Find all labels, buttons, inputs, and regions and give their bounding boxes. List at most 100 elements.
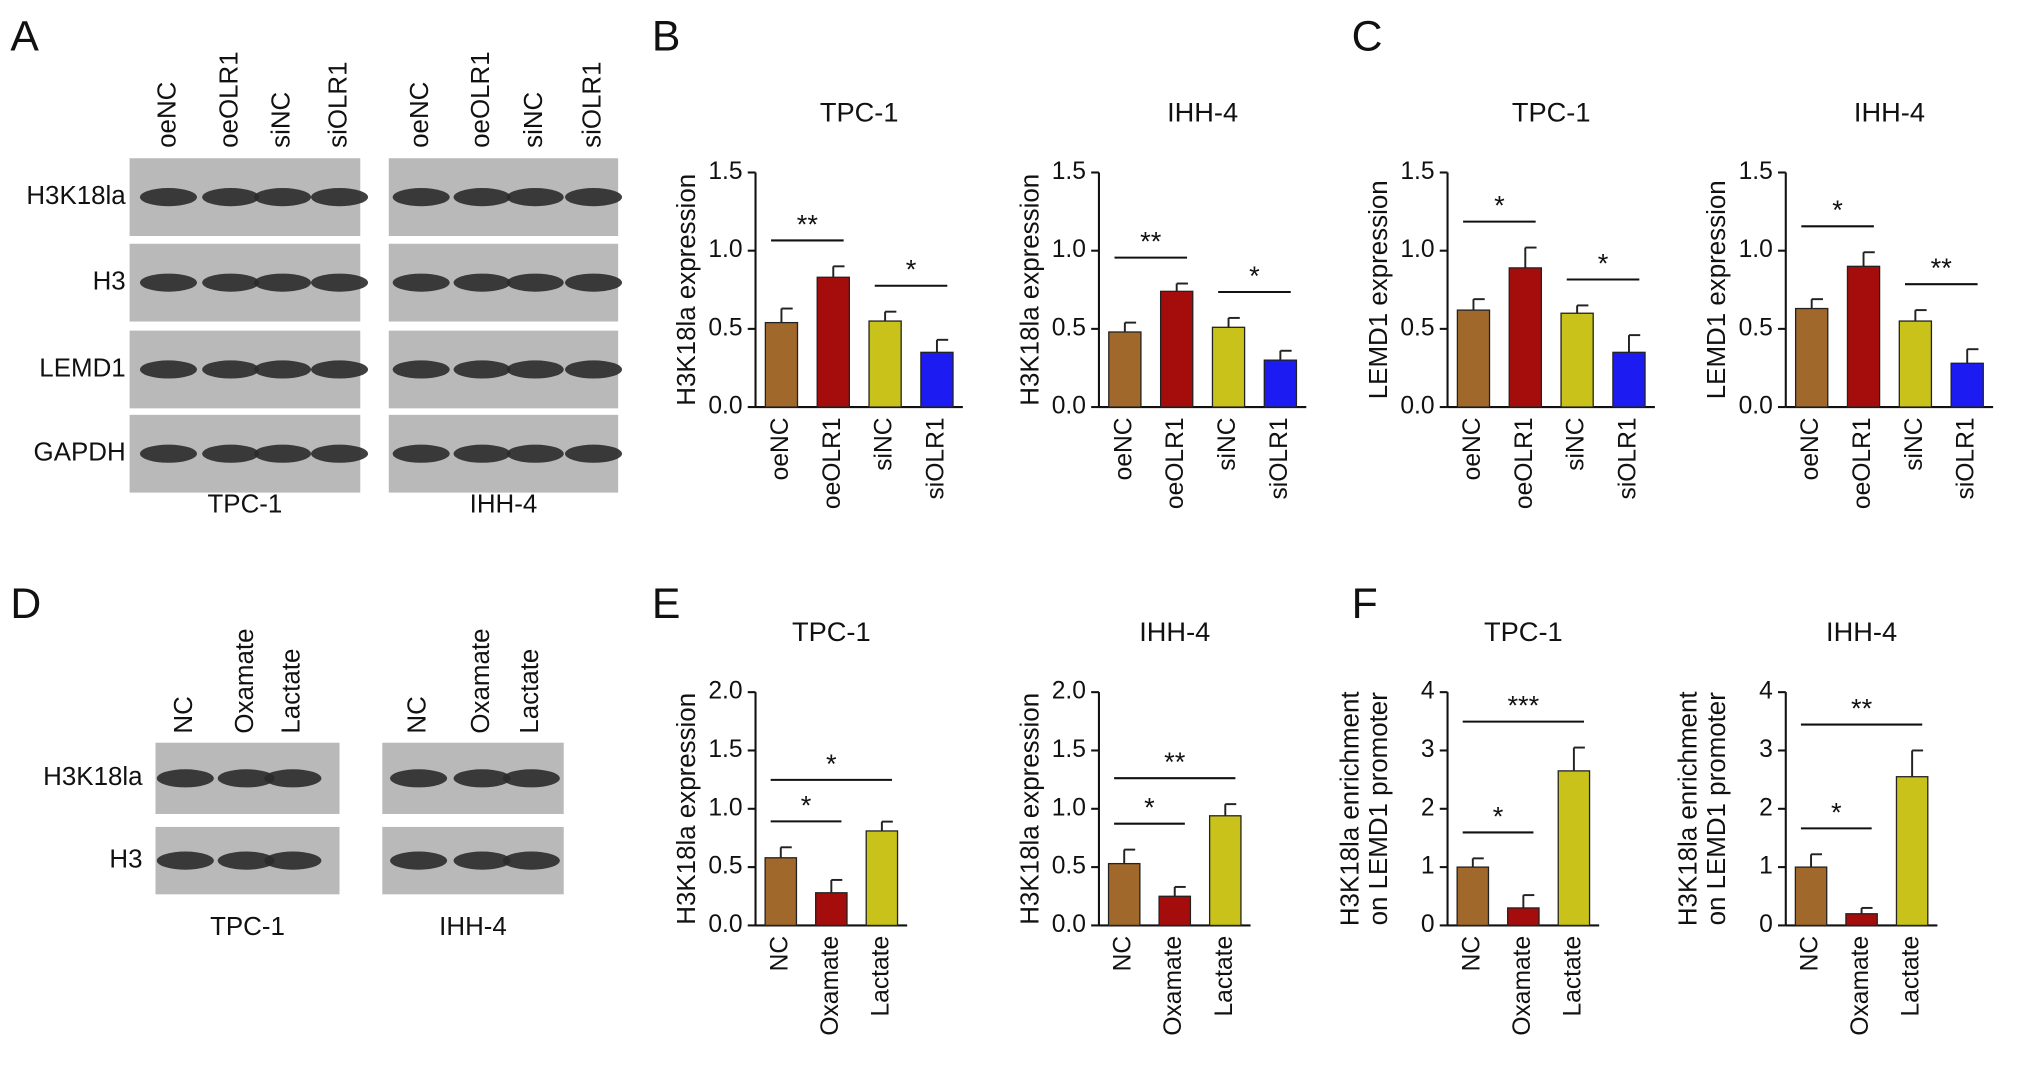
significance-label: ** <box>1164 746 1186 777</box>
blot-band <box>506 273 564 292</box>
y-axis-label: H3K18la expression <box>673 174 701 406</box>
y-tick-label: 0.5 <box>1400 314 1434 341</box>
x-tick-label: Lactate <box>1211 936 1238 1017</box>
blot-band <box>202 360 260 379</box>
x-tick-label: NC <box>766 936 793 972</box>
y-axis-label: on LEMD1 promoter <box>1365 692 1393 926</box>
significance-label: * <box>1144 792 1155 823</box>
significance-label: * <box>801 789 812 820</box>
chart-title: IHH-4 <box>1139 616 1210 647</box>
y-tick-label: 1.5 <box>708 736 742 763</box>
bar <box>1846 265 1881 408</box>
protein-label: H3 <box>93 267 126 295</box>
x-tick-label: Lactate <box>1898 936 1925 1017</box>
significance-label: * <box>1598 247 1609 278</box>
y-axis-label: LEMD1 expression <box>1365 180 1393 399</box>
y-tick-label: 2 <box>1421 794 1435 821</box>
y-tick-label: 1.0 <box>1052 794 1086 821</box>
significance-label: * <box>1249 260 1260 291</box>
blot-band <box>139 188 197 207</box>
y-tick-label: 3 <box>1759 736 1773 763</box>
blot-band <box>453 273 511 292</box>
blot-band <box>311 273 369 292</box>
lane-label: NC <box>170 696 198 733</box>
chart-title: IHH-4 <box>1167 96 1238 127</box>
blot-band <box>139 444 197 463</box>
x-tick-label: Oxamate <box>1847 936 1874 1036</box>
lane-label: oeNC <box>406 82 434 148</box>
y-axis-label: on LEMD1 promoter <box>1703 692 1731 926</box>
y-tick-label: 1.5 <box>1400 158 1434 185</box>
lane-label: oeNC <box>153 82 181 148</box>
y-tick-label: 1.5 <box>1739 158 1773 185</box>
x-tick-label: siNC <box>1563 417 1590 470</box>
x-tick-label: siNC <box>1214 417 1241 470</box>
y-tick-label: 0.5 <box>708 853 742 880</box>
blot-band <box>453 188 511 207</box>
lane-label: Lactate <box>516 649 544 734</box>
bar <box>920 351 954 408</box>
x-tick-label: Lactate <box>867 936 894 1017</box>
blot-band <box>392 273 450 292</box>
blot-band <box>565 273 623 292</box>
x-tick-label: Oxamate <box>817 936 844 1036</box>
chart-title: IHH-4 <box>1826 616 1897 647</box>
chart-title: TPC-1 <box>1484 616 1563 647</box>
y-tick-label: 2.0 <box>1052 678 1086 705</box>
y-tick-label: 4 <box>1421 678 1435 705</box>
x-tick-label: oeNC <box>1459 417 1486 480</box>
significance-label: ** <box>1931 252 1953 283</box>
bar <box>764 857 798 927</box>
y-tick-label: 4 <box>1759 678 1773 705</box>
protein-label: GAPDH <box>34 439 126 467</box>
bar <box>1211 326 1246 408</box>
significance-label: * <box>1832 194 1843 225</box>
bar <box>1508 267 1543 408</box>
bar <box>1560 312 1594 408</box>
blot-band <box>311 360 369 379</box>
chart-title: TPC-1 <box>792 616 871 647</box>
y-tick-label: 1.0 <box>1739 236 1773 263</box>
panel-label: C <box>1352 12 1383 60</box>
significance-label: * <box>1831 796 1842 827</box>
y-tick-label: 1.0 <box>1400 236 1434 263</box>
chart-title: TPC-1 <box>820 96 899 127</box>
blot-band <box>453 851 511 870</box>
y-tick-label: 0.0 <box>708 911 742 938</box>
bar <box>1108 331 1142 408</box>
blot-band <box>453 360 511 379</box>
y-tick-label: 3 <box>1421 736 1435 763</box>
x-tick-label: siNC <box>1901 417 1928 470</box>
y-tick-label: 1 <box>1421 853 1435 880</box>
chart-title: IHH-4 <box>1854 96 1925 127</box>
y-tick-label: 1.0 <box>708 236 742 263</box>
y-axis-label: H3K18la expression <box>1016 693 1044 925</box>
blot-band <box>506 188 564 207</box>
blot-band <box>202 444 260 463</box>
blot-band <box>390 851 448 870</box>
blot-band <box>254 360 312 379</box>
y-tick-label: 0.5 <box>1052 853 1086 880</box>
significance-label: * <box>906 254 917 285</box>
bar <box>1507 907 1540 927</box>
x-tick-label: Lactate <box>1559 936 1586 1017</box>
lane-label: Lactate <box>278 649 306 734</box>
x-tick-label: oeNC <box>1110 417 1137 480</box>
y-tick-label: 1 <box>1759 853 1773 880</box>
blot-band <box>156 851 214 870</box>
panel-label: F <box>1352 580 1378 628</box>
y-tick-label: 0.5 <box>1052 314 1086 341</box>
lane-label: siNC <box>267 92 295 148</box>
y-tick-label: 0 <box>1421 911 1435 938</box>
blot-band <box>217 851 275 870</box>
blot-band <box>390 769 448 788</box>
bar <box>1159 290 1194 408</box>
significance-label: *** <box>1507 690 1539 721</box>
y-tick-label: 0.0 <box>1052 393 1086 420</box>
x-tick-label: siOLR1 <box>1614 417 1641 499</box>
lane-label: siNC <box>520 92 548 148</box>
y-tick-label: 1.0 <box>1052 236 1086 263</box>
blot-band <box>392 188 450 207</box>
bar <box>1895 776 1929 927</box>
y-tick-label: 0.0 <box>1400 393 1434 420</box>
